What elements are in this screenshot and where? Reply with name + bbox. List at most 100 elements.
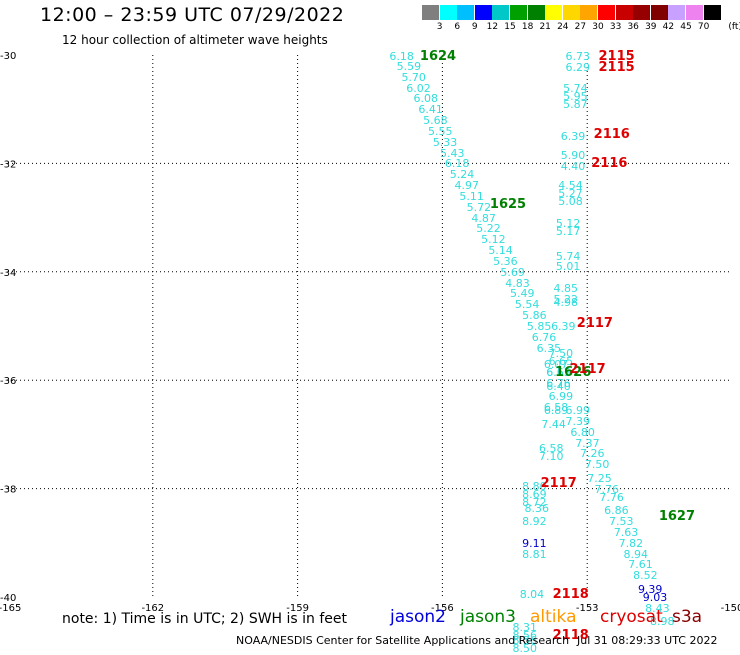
wave-height-label: 5.70 (401, 70, 426, 84)
legend-swatch (545, 5, 563, 20)
wave-height-label: 7.44 (541, 417, 566, 431)
wave-height-label: 5.12 (555, 217, 581, 231)
wave-height-label: 5.68 (423, 114, 448, 128)
wave-height-label: 8.92 (522, 515, 547, 529)
wave-height-label: 7.37 (575, 436, 600, 450)
wave-height-label: 6.58 (539, 441, 564, 455)
pass-time-label: 1626 (555, 365, 592, 381)
y-tick-label: -30 (0, 51, 16, 62)
wave-height-label: 7.50 (584, 458, 610, 472)
wave-height-label: 5.74 (555, 249, 581, 263)
pass-time-label: 2117 (540, 476, 577, 492)
wave-height-label: 5.27 (558, 187, 583, 201)
legend-label: 36 (627, 22, 639, 32)
wave-height-label: 5.59 (396, 59, 422, 73)
legend-label: 42 (662, 22, 675, 32)
wave-height-label: 5.74 (563, 81, 588, 95)
legend-swatch (510, 5, 527, 20)
wave-height-label: 7.26 (580, 447, 605, 461)
legend-swatch (422, 5, 439, 20)
footnote: note: 1) Time is in UTC; 2) SWH is in fe… (62, 611, 348, 627)
x-tick-label: -159 (286, 603, 309, 614)
wave-height-label: 4.85 (553, 282, 578, 296)
wave-height-label: 5.69 (500, 265, 525, 279)
wave-height-label: 7.76 (599, 490, 624, 504)
page-title: 12:00 – 23:59 UTC 07/29/2022 (40, 4, 345, 26)
legend-swatch (615, 5, 633, 20)
wave-height-label: 6.29 (565, 60, 591, 74)
wave-height-label: 6.76 (546, 376, 571, 390)
wave-height-label: 6.58 (543, 401, 569, 415)
legend-swatch (650, 5, 668, 20)
wave-height-label: 7.39 (565, 414, 591, 428)
pass-time-label: 2116 (593, 126, 630, 142)
generated-timestamp: Jul 31 08:29:33 UTC 2022 (577, 634, 718, 647)
wave-height-label: 6.35 (536, 341, 562, 355)
wave-height-label: 8.04 (519, 588, 545, 602)
legend-swatch (457, 5, 475, 20)
wave-height-label: 5.33 (432, 135, 458, 149)
legend-swatch (492, 5, 510, 20)
wave-height-label: 6.89 (543, 404, 569, 417)
wave-height-label: 5.22 (476, 222, 501, 236)
legend-unit: (ft) (728, 22, 740, 32)
wave-height-label: 7.63 (613, 525, 639, 539)
wave-height-label: 8.72 (522, 496, 547, 510)
wave-height-label: 7.25 (587, 471, 612, 485)
pass-time-label: 1627 (658, 508, 696, 524)
wave-height-label: 5.43 (440, 146, 465, 160)
x-tick-label: -150 (721, 603, 740, 614)
wave-height-label: 8.69 (522, 488, 547, 502)
wave-height-label: 4.98 (553, 295, 578, 309)
wave-height-label: 5.14 (488, 244, 513, 258)
x-tick-label: -156 (431, 603, 454, 614)
legend-label: 9 (471, 22, 478, 32)
legend-label: 33 (609, 22, 622, 32)
wave-height-label: 8.43 (645, 601, 670, 615)
wave-height-label: 5.36 (493, 254, 518, 268)
wave-height-label: 6.40 (546, 379, 571, 393)
wave-height-label: 8.80 (522, 479, 547, 493)
wave-height-label: 4.40 (560, 160, 586, 174)
legend-swatch (527, 5, 545, 20)
wave-height-label: 6.18 (389, 50, 414, 64)
y-tick-label: -36 (0, 376, 16, 387)
page-subtitle: 12 hour collection of altimeter wave hei… (62, 33, 328, 47)
legend-swatch (668, 5, 686, 20)
pass-time-label: 2115 (598, 49, 635, 65)
wave-height-label: 6.39 (551, 320, 576, 333)
wave-height-label: 6.18 (444, 157, 470, 171)
credit-text: NOAA/NESDIS Center for Satellite Applica… (236, 634, 570, 647)
wave-height-label: 5.86 (522, 309, 547, 323)
wave-height-label: 6.80 (570, 425, 595, 439)
wave-height-label: 8.56 (512, 628, 537, 642)
legend-label: 18 (521, 22, 534, 32)
wave-height-label: 8.52 (633, 569, 658, 583)
pass-time-label: 1625 (489, 197, 527, 213)
legend-swatch (686, 5, 703, 20)
wave-height-label: 5.08 (558, 195, 583, 209)
legend-label: 70 (697, 22, 710, 32)
wave-height-label: 5.87 (563, 97, 588, 111)
wave-height-label: 7.76 (594, 482, 620, 496)
wave-height-label: 5.49 (510, 287, 535, 301)
wave-height-label: 6.55 (546, 366, 571, 380)
wave-height-label: 7.82 (618, 536, 644, 550)
wave-height-label: 6.65 (548, 355, 574, 369)
wave-height-label: 6.08 (413, 92, 439, 106)
legend-swatch (562, 5, 580, 20)
legend-label: 30 (592, 22, 604, 32)
legend-label: 15 (504, 22, 516, 32)
y-tick-label: -38 (0, 485, 16, 496)
satellite-name: cryosat (600, 607, 663, 627)
wave-height-label: 5.55 (427, 124, 453, 138)
pass-time-label: 2117 (569, 362, 606, 378)
wave-height-label: 8.56 (512, 634, 537, 648)
wave-height-label: 6.41 (418, 103, 443, 117)
legend-swatch (439, 5, 457, 20)
wave-height-label: 5.95 (563, 89, 588, 103)
wave-height-label: 6.07 (543, 357, 569, 371)
y-tick-label: -32 (0, 159, 16, 170)
wave-height-label: 6.86 (604, 504, 629, 518)
wave-height-label: 5.12 (481, 233, 506, 247)
